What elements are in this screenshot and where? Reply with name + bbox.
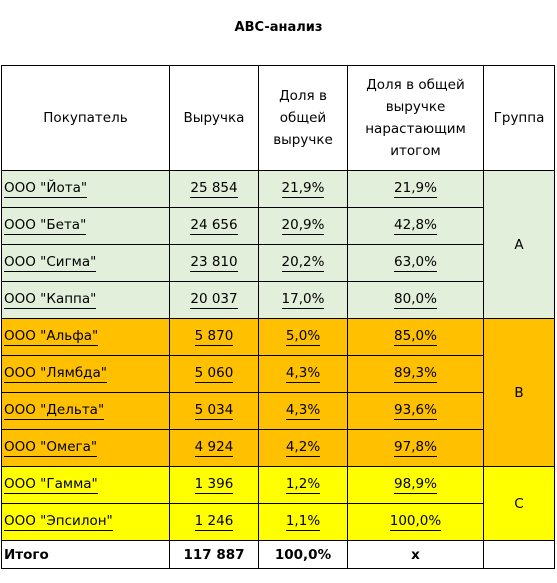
header-share: Доля в общей выручке <box>258 65 348 171</box>
share-cell: 20,2% <box>258 244 348 282</box>
table-row: ООО "Дельта" 5 034 4,3% 93,6% <box>1 392 555 430</box>
share-cell: 4,3% <box>258 392 348 430</box>
total-row: Итого 117 887 100,0% x <box>1 540 555 569</box>
buyer-cell: ООО "Гамма" <box>1 466 170 504</box>
buyer-cell: ООО "Лямбда" <box>1 355 170 393</box>
share-cell: 21,9% <box>258 170 348 208</box>
revenue-cell: 5 060 <box>169 355 259 393</box>
share-cell: 17,0% <box>258 281 348 319</box>
share-cell: 1,1% <box>258 503 348 541</box>
revenue-cell: 25 854 <box>169 170 259 208</box>
cumulative-cell: 100,0% <box>347 503 484 541</box>
share-cell: 4,2% <box>258 429 348 467</box>
group-c-cell: C <box>483 466 555 541</box>
share-cell: 20,9% <box>258 207 348 245</box>
table-row: ООО "Лямбда" 5 060 4,3% 89,3% <box>1 355 555 393</box>
revenue-cell: 24 656 <box>169 207 259 245</box>
total-label: Итого <box>1 540 170 569</box>
revenue-cell: 20 037 <box>169 281 259 319</box>
buyer-cell: ООО "Бета" <box>1 207 170 245</box>
header-cumulative: Доля в общей выручке нарастающим итогом <box>347 65 484 171</box>
report-title: ABC-анализ <box>234 20 323 35</box>
header-group: Группа <box>483 65 555 171</box>
share-cell: 1,2% <box>258 466 348 504</box>
table-row: ООО "Омега" 4 924 4,2% 97,8% <box>1 429 555 467</box>
table-row: ООО "Каппа" 20 037 17,0% 80,0% <box>1 281 555 319</box>
share-cell: 5,0% <box>258 318 348 356</box>
table-row: ООО "Альфа" 5 870 5,0% 85,0% B <box>1 318 555 467</box>
cumulative-cell: 93,6% <box>347 392 484 430</box>
buyer-cell: ООО "Альфа" <box>1 318 170 356</box>
buyer-cell: ООО "Каппа" <box>1 281 170 319</box>
cumulative-cell: 42,8% <box>347 207 484 245</box>
cumulative-cell: 98,9% <box>347 466 484 504</box>
total-cumulative: x <box>347 540 484 569</box>
cumulative-cell: 85,0% <box>347 318 484 356</box>
table-row: ООО "Эпсилон" 1 246 1,1% 100,0% <box>1 503 555 541</box>
cumulative-cell: 97,8% <box>347 429 484 467</box>
header-revenue: Выручка <box>169 65 259 171</box>
revenue-cell: 1 246 <box>169 503 259 541</box>
buyer-cell: ООО "Сигма" <box>1 244 170 282</box>
revenue-cell: 1 396 <box>169 466 259 504</box>
cumulative-cell: 63,0% <box>347 244 484 282</box>
total-revenue: 117 887 <box>169 540 259 569</box>
buyer-cell: ООО "Омега" <box>1 429 170 467</box>
buyer-cell: ООО "Эпсилон" <box>1 503 170 541</box>
table-row: ООО "Гамма" 1 396 1,2% 98,9% C <box>1 466 555 541</box>
share-cell: 4,3% <box>258 355 348 393</box>
buyer-cell: ООО "Дельта" <box>1 392 170 430</box>
table-row: ООО "Сигма" 23 810 20,2% 63,0% <box>1 244 555 282</box>
header-row: Покупатель Выручка Доля в общей выручке … <box>1 65 555 171</box>
cumulative-cell: 80,0% <box>347 281 484 319</box>
table-row: ООО "Йота" 25 854 21,9% 21,9% A <box>1 170 555 319</box>
revenue-cell: 5 870 <box>169 318 259 356</box>
cumulative-cell: 89,3% <box>347 355 484 393</box>
revenue-cell: 5 034 <box>169 392 259 430</box>
total-share: 100,0% <box>258 540 348 569</box>
revenue-cell: 4 924 <box>169 429 259 467</box>
group-a-cell: A <box>483 170 555 319</box>
abc-table: Покупатель Выручка Доля в общей выручке … <box>1 65 555 569</box>
group-b-cell: B <box>483 318 555 467</box>
cumulative-cell: 21,9% <box>347 170 484 208</box>
header-buyer: Покупатель <box>1 65 170 171</box>
buyer-cell: ООО "Йота" <box>1 170 170 208</box>
total-group-empty <box>483 540 555 569</box>
table-row: ООО "Бета" 24 656 20,9% 42,8% <box>1 207 555 245</box>
revenue-cell: 23 810 <box>169 244 259 282</box>
